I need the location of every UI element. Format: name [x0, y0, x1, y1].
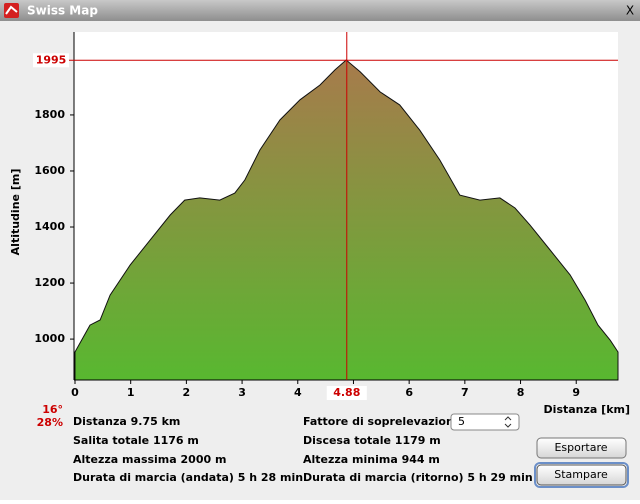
- y-tick-label: 1600: [34, 164, 65, 177]
- close-button[interactable]: X: [626, 4, 634, 18]
- print-label: Stampare: [554, 468, 608, 481]
- info-right: Altezza minima 944 m: [303, 453, 440, 466]
- export-button[interactable]: [536, 437, 627, 459]
- export-label: Esportare: [554, 441, 607, 454]
- x-tick-label: 7: [461, 386, 469, 399]
- icon-glyph: [5, 5, 18, 15]
- info-right: Fattore di soprelevazione: [303, 415, 461, 428]
- x-tick-label: 2: [183, 386, 191, 399]
- y-tick-label: 1000: [34, 332, 65, 345]
- plot: 10001200140016001800012345678919954.88: [33, 32, 619, 400]
- x-tick-label: 9: [572, 386, 580, 399]
- info-left: Durata di marcia (andata) 5 h 28 min: [73, 471, 303, 484]
- spinner-arrows: [504, 416, 512, 428]
- x-tick-label: 6: [405, 386, 413, 399]
- y-tick-label: 1400: [34, 220, 65, 233]
- info-left: Salita totale 1176 m: [73, 434, 199, 447]
- slope-degrees: 16°: [42, 403, 63, 416]
- info-right: Durata di marcia (ritorno) 5 h 29 min: [303, 471, 533, 484]
- focus-ring: [534, 462, 629, 488]
- info-right: Discesa totale 1179 m: [303, 434, 441, 447]
- x-tick-label: 0: [71, 386, 79, 399]
- info-left: Altezza massima 2000 m: [73, 453, 226, 466]
- window-title: Swiss Map: [27, 4, 98, 18]
- x-tick-label: 4: [294, 386, 302, 399]
- exaggeration-value: 5: [458, 415, 465, 428]
- y-tick-label: 1800: [34, 108, 65, 121]
- x-tick-label: 8: [517, 386, 525, 399]
- info-left: Distanza 9.75 km: [73, 415, 180, 428]
- y-axis-label: Altitudine [m]: [9, 169, 22, 256]
- app-icon: [4, 3, 19, 18]
- cursor-x-label: 4.88: [333, 386, 360, 399]
- cursor-y-label: 1995: [36, 53, 67, 66]
- exaggeration-select[interactable]: [450, 413, 520, 431]
- y-tick-label: 1200: [34, 276, 65, 289]
- title-bar: [0, 0, 640, 21]
- cursor-y-box: [33, 53, 69, 68]
- slope-percent: 28%: [37, 416, 63, 429]
- x-axis-label: Distanza [km]: [544, 403, 630, 416]
- x-tick-label: 3: [238, 386, 246, 399]
- info-panel: Distanza 9.75 km Salita totale 1176 m Alte…: [73, 415, 533, 484]
- cursor-x-box: [326, 386, 367, 400]
- print-button[interactable]: [536, 464, 627, 486]
- x-tick-label: 1: [127, 386, 135, 399]
